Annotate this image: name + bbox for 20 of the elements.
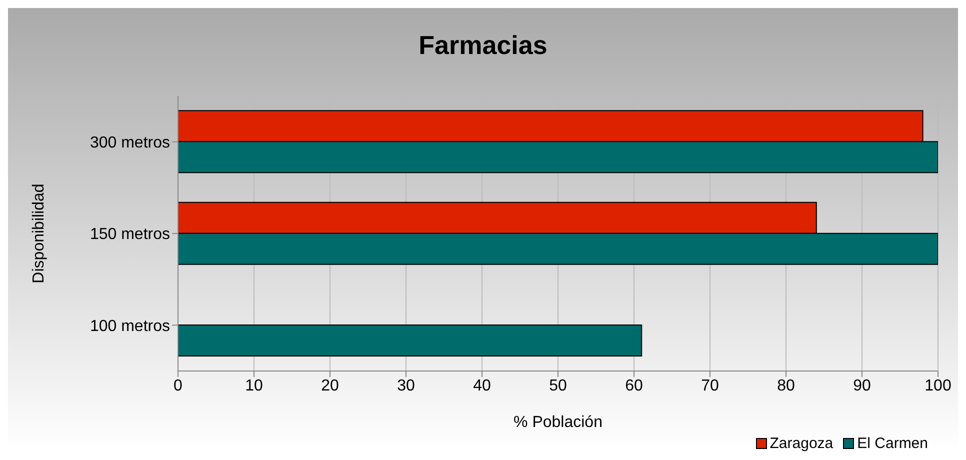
x-tick-label: 10	[245, 377, 263, 394]
y-tick-label: 150 metros	[90, 226, 170, 244]
y-tick-label: 300 metros	[90, 134, 170, 152]
x-tick-label: 90	[853, 377, 871, 394]
x-axis-title: % Población	[514, 414, 602, 431]
legend-label: Zaragoza	[770, 435, 834, 452]
y-tick-label: 100 metros	[90, 318, 170, 335]
x-tick-label: 70	[701, 377, 719, 394]
x-tick-label: 60	[625, 377, 643, 394]
x-tick-label: 50	[549, 377, 567, 394]
bar	[178, 324, 642, 356]
x-tick-label: 40	[473, 377, 491, 394]
chart-title: Farmacias	[418, 29, 548, 60]
legend-label: El Carmen	[857, 435, 928, 452]
x-tick-label: 80	[777, 377, 795, 394]
x-tick-label: 0	[174, 377, 183, 394]
x-tick-label: 20	[321, 377, 339, 394]
x-tick-label: 100	[924, 377, 952, 394]
y-axis-title: Disponibilidad	[30, 184, 48, 284]
x-tick-label: 30	[397, 377, 415, 394]
